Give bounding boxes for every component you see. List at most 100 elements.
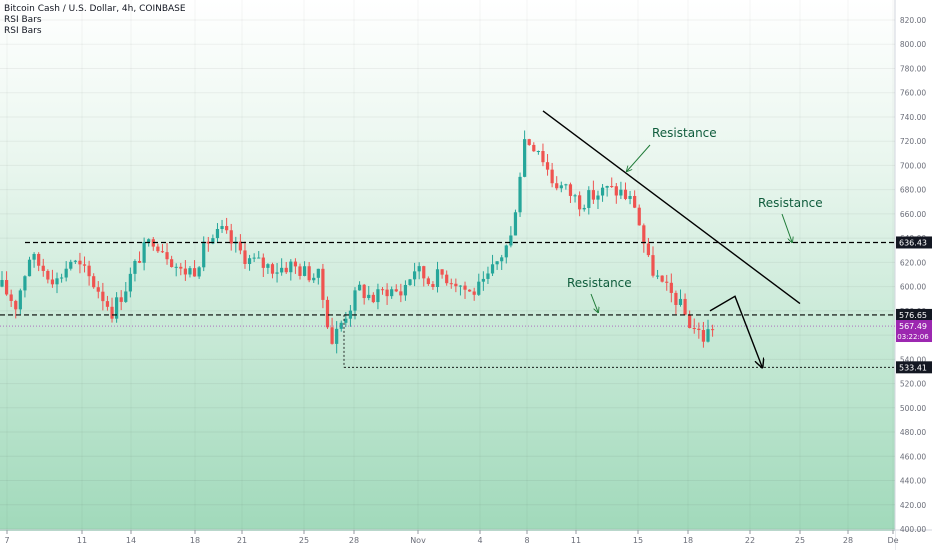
time-tick-label: 28 <box>349 536 359 545</box>
candle-body <box>316 268 320 278</box>
level-label-bg <box>896 236 932 249</box>
candle-body <box>408 279 412 285</box>
candle-body <box>211 238 215 244</box>
candle-body <box>651 255 655 276</box>
indicator-label[interactable]: RSI Bars <box>4 26 42 36</box>
candle-body <box>165 252 169 260</box>
level-label-bg <box>896 361 932 374</box>
price-tick-label: 420.00 <box>900 501 926 510</box>
candle-body <box>674 292 678 305</box>
time-tick-label: 18 <box>683 536 693 545</box>
grid <box>0 0 895 530</box>
candle-body <box>518 176 522 213</box>
candle-body <box>605 186 609 188</box>
candle-body <box>692 328 696 330</box>
candle-body <box>266 264 270 268</box>
time-tick-label: De <box>887 536 898 545</box>
price-tick-label: 760.00 <box>900 89 926 98</box>
candles <box>0 130 715 354</box>
candle-body <box>550 169 554 184</box>
candle-body <box>275 272 279 274</box>
price-tick-label: 740.00 <box>900 113 926 122</box>
candle-body <box>449 283 453 285</box>
candle-body <box>513 212 518 236</box>
time-tick-label: 14 <box>126 536 136 545</box>
candle-body <box>50 279 55 285</box>
candle-body <box>55 278 59 285</box>
candle-body <box>110 306 114 319</box>
candle-body <box>238 241 242 251</box>
candle-body <box>600 187 605 196</box>
candle-body <box>440 269 444 275</box>
candle-body <box>330 327 334 344</box>
candle-body <box>298 266 302 276</box>
candle-body <box>206 241 210 244</box>
annotation-text: Resistance <box>567 276 632 290</box>
candle-body <box>477 281 481 295</box>
candle-body <box>371 294 375 303</box>
candle-body <box>96 287 100 292</box>
candle-body <box>32 253 36 260</box>
candle-body <box>486 273 490 279</box>
indicator-label[interactable]: RSI Bars <box>4 15 42 25</box>
candle-body <box>27 259 32 277</box>
candle-body <box>573 195 577 197</box>
candle-body <box>64 268 68 278</box>
price-tick-label: 720.00 <box>900 137 926 146</box>
candle-body <box>660 275 664 282</box>
candle-body <box>46 270 50 280</box>
candle-body <box>247 258 252 264</box>
price-tick-label: 540.00 <box>900 355 926 364</box>
price-axis[interactable]: 400.00 420.00 440.00 460.00 480.00 500.00 520.… <box>896 16 932 534</box>
candle-body <box>59 277 64 279</box>
projection-path <box>709 295 762 366</box>
candle-body <box>380 289 385 291</box>
candle-body <box>701 330 706 342</box>
candle-body <box>591 190 595 200</box>
candle-body <box>385 289 389 297</box>
candle-body <box>706 329 710 342</box>
candle-body <box>312 277 316 281</box>
candle-body <box>82 264 87 266</box>
candle-body <box>697 328 701 331</box>
candle-body <box>14 300 18 310</box>
price-tick-label: 680.00 <box>900 186 926 195</box>
candle-body <box>105 301 110 307</box>
candle-body <box>115 297 119 319</box>
candle-body <box>541 151 545 163</box>
annotation-text: Resistance <box>652 126 717 140</box>
candle-body <box>545 162 550 170</box>
candle-body <box>0 280 4 287</box>
candle-body <box>170 259 174 268</box>
candle-body <box>137 260 142 263</box>
bar-countdown-label: 03:22:06 <box>897 333 929 341</box>
candle-body <box>4 280 9 295</box>
candle-body <box>490 264 495 274</box>
drawings: Resistance Resistance Resistance <box>542 110 823 367</box>
time-tick-label: 25 <box>299 536 309 545</box>
time-axis[interactable]: 7 11 14 18 21 25 28 Nov 4 8 11 15 18 22 25 28 De <box>4 530 899 545</box>
candle-body <box>376 289 380 303</box>
candle-body <box>578 195 582 210</box>
time-axis-background <box>0 531 895 550</box>
candle-body <box>119 297 123 302</box>
candle-body <box>619 189 623 196</box>
candle-body <box>509 235 513 246</box>
time-tick-label: 4 <box>477 536 482 545</box>
candle-body <box>390 289 394 297</box>
candle-body <box>435 269 440 288</box>
candle-body <box>257 257 261 259</box>
level-label: 533.41 <box>899 363 927 372</box>
candle-body <box>284 267 288 273</box>
candle-body <box>174 266 178 268</box>
candle-body <box>614 186 618 196</box>
candle-body <box>353 290 357 311</box>
time-tick-label: 18 <box>190 536 200 545</box>
symbol-title[interactable]: Bitcoin Cash / U.S. Dollar, 4h, COINBASE <box>4 4 186 14</box>
candle-body <box>357 284 362 291</box>
time-tick-label: 8 <box>524 536 529 545</box>
candle-body <box>307 266 311 281</box>
time-tick-label: 15 <box>633 536 643 545</box>
